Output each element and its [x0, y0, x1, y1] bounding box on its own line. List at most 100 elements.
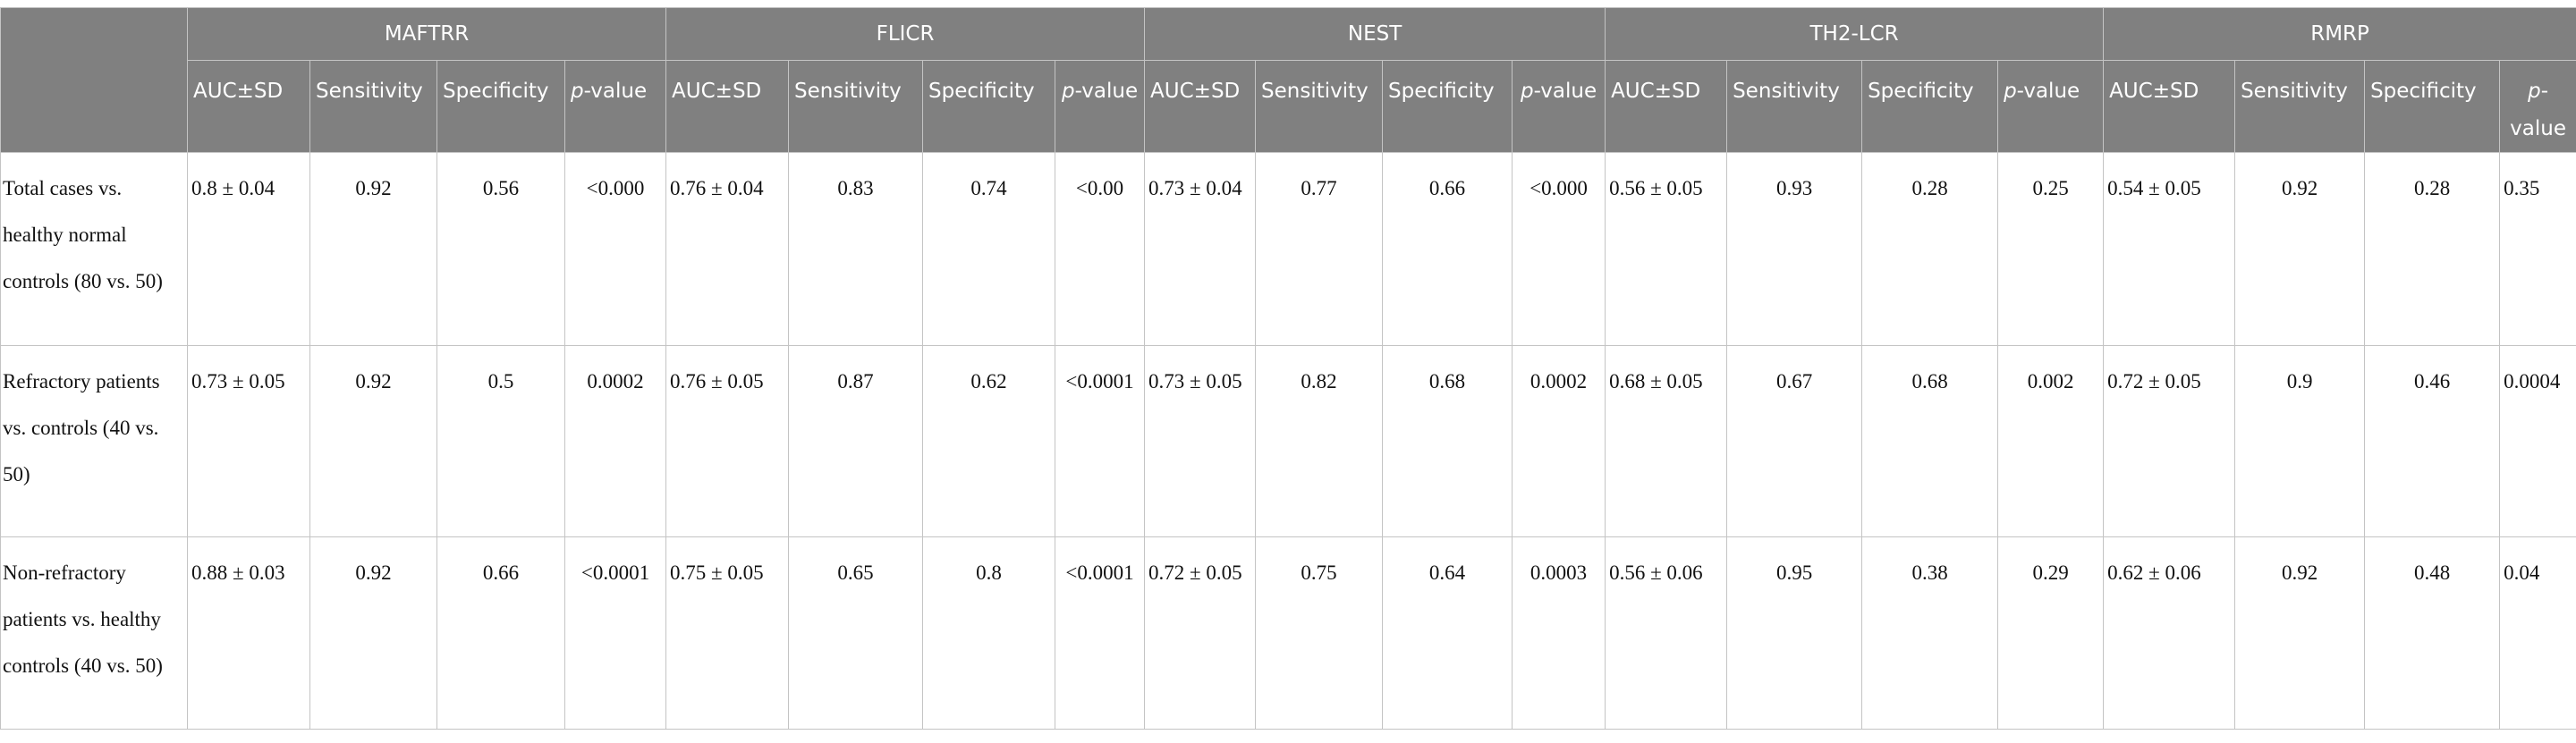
auc-cell: 0.72 ± 0.05 [1144, 536, 1257, 730]
sensitivity-cell: 0.93 [1726, 152, 1863, 346]
row-label: Total cases vs. healthy normal controls … [0, 152, 188, 346]
sensitivity-cell: 0.75 [1255, 536, 1384, 730]
sensitivity-cell: 0.65 [788, 536, 924, 730]
sensitivity-cell: 0.92 [309, 536, 437, 730]
specificity-cell: 0.28 [2364, 152, 2501, 346]
p-suffix: -value [1533, 80, 1597, 103]
group-header-nest: NEST [1144, 7, 1606, 61]
p-value-cell: <0.000 [1512, 152, 1606, 346]
specificity-header: Specificity [436, 60, 565, 153]
specificity-header: Specificity [922, 60, 1056, 153]
p-value-cell: 0.04 [2499, 536, 2576, 730]
p-value-cell: 0.0002 [564, 345, 667, 537]
corner-cell [0, 7, 188, 153]
auc-header: AUC±SD [1605, 60, 1728, 153]
specificity-header: Specificity [1861, 60, 1999, 153]
sensitivity-cell: 0.83 [788, 152, 924, 346]
group-header-maftrr: MAFTRR [186, 7, 667, 61]
specificity-cell: 0.62 [922, 345, 1056, 537]
table-header: MAFTRR FLICR NEST TH2-LCR RMRP AUC±SD Se… [0, 7, 2576, 153]
p-value-cell: <0.0001 [1055, 536, 1146, 730]
p-italic: p [571, 80, 584, 103]
specificity-cell: 0.5 [436, 345, 565, 537]
p-value-cell: <0.000 [564, 152, 667, 346]
p-value-cell: <0.0001 [564, 536, 667, 730]
group-header-rmrp: RMRP [2103, 7, 2576, 61]
sensitivity-cell: 0.77 [1255, 152, 1384, 346]
sensitivity-cell: 0.87 [788, 345, 924, 537]
auc-cell: 0.56 ± 0.06 [1605, 536, 1728, 730]
group-header-row: MAFTRR FLICR NEST TH2-LCR RMRP [0, 7, 2576, 153]
sensitivity-cell: 0.92 [309, 345, 437, 537]
row-label: Refractory patients vs. controls (40 vs.… [0, 345, 188, 537]
sensitivity-header: Sensitivity [1726, 60, 1863, 153]
specificity-cell: 0.68 [1382, 345, 1513, 537]
auc-cell: 0.73 ± 0.04 [1144, 152, 1257, 346]
sensitivity-cell: 0.67 [1726, 345, 1863, 537]
p-italic: p [1061, 80, 1075, 103]
sensitivity-cell: 0.95 [1726, 536, 1863, 730]
specificity-cell: 0.68 [1861, 345, 1999, 537]
p-value-cell: 0.002 [1997, 345, 2105, 537]
auc-header: AUC±SD [187, 60, 310, 153]
auc-header: AUC±SD [665, 60, 790, 153]
sensitivity-cell: 0.82 [1255, 345, 1384, 537]
p-value-header: p-value [2499, 60, 2576, 153]
p-italic: p [2528, 80, 2541, 103]
p-value-cell: 0.29 [1997, 536, 2105, 730]
roc-results-table: MAFTRR FLICR NEST TH2-LCR RMRP AUC±SD Se… [0, 7, 2576, 730]
sensitivity-cell: 0.92 [2234, 536, 2366, 730]
p-suffix: -value [2510, 80, 2566, 140]
p-value-cell: <0.0001 [1055, 345, 1146, 537]
specificity-cell: 0.8 [922, 536, 1056, 730]
specificity-cell: 0.48 [2364, 536, 2501, 730]
auc-cell: 0.72 ± 0.05 [2103, 345, 2236, 537]
sensitivity-cell: 0.9 [2234, 345, 2366, 537]
sensitivity-cell: 0.92 [309, 152, 437, 346]
auc-cell: 0.62 ± 0.06 [2103, 536, 2236, 730]
auc-cell: 0.8 ± 0.04 [187, 152, 310, 346]
sensitivity-cell: 0.92 [2234, 152, 2366, 346]
specificity-cell: 0.56 [436, 152, 565, 346]
p-value-header: p-value [564, 60, 667, 153]
auc-cell: 0.73 ± 0.05 [1144, 345, 1257, 537]
auc-header: AUC±SD [1144, 60, 1257, 153]
specificity-cell: 0.28 [1861, 152, 1999, 346]
p-suffix: -value [583, 80, 648, 103]
p-value-header: p-value [1512, 60, 1606, 153]
p-value-cell: 0.35 [2499, 152, 2576, 346]
specificity-cell: 0.66 [436, 536, 565, 730]
sensitivity-header: Sensitivity [1255, 60, 1384, 153]
p-value-cell: 0.0004 [2499, 345, 2576, 537]
specificity-cell: 0.64 [1382, 536, 1513, 730]
auc-header: AUC±SD [2103, 60, 2236, 153]
table-row: Non-refractory patients vs. healthy cont… [0, 536, 2576, 730]
specificity-cell: 0.66 [1382, 152, 1513, 346]
table-row: Total cases vs. healthy normal controls … [0, 152, 2576, 346]
auc-cell: 0.76 ± 0.05 [665, 345, 790, 537]
auc-cell: 0.88 ± 0.03 [187, 536, 310, 730]
p-italic: p [1520, 80, 1534, 103]
specificity-cell: 0.46 [2364, 345, 2501, 537]
specificity-header: Specificity [1382, 60, 1513, 153]
auc-cell: 0.73 ± 0.05 [187, 345, 310, 537]
subheader-row: AUC±SD Sensitivity Specificity p-value A… [1, 60, 2576, 153]
p-value-cell: <0.00 [1055, 152, 1146, 346]
auc-cell: 0.56 ± 0.05 [1605, 152, 1728, 346]
p-value-header: p-value [1055, 60, 1146, 153]
specificity-header: Specificity [2364, 60, 2501, 153]
p-suffix: -value [2016, 80, 2080, 103]
group-header-th2-lcr: TH2-LCR [1605, 7, 2105, 61]
sensitivity-header: Sensitivity [2234, 60, 2366, 153]
group-header-flicr: FLICR [665, 7, 1146, 61]
sensitivity-header: Sensitivity [788, 60, 924, 153]
auc-cell: 0.76 ± 0.04 [665, 152, 790, 346]
auc-cell: 0.54 ± 0.05 [2103, 152, 2236, 346]
specificity-cell: 0.38 [1861, 536, 1999, 730]
p-value-header: p-value [1997, 60, 2105, 153]
p-italic: p [2004, 80, 2017, 103]
auc-cell: 0.75 ± 0.05 [665, 536, 790, 730]
auc-cell: 0.68 ± 0.05 [1605, 345, 1728, 537]
specificity-cell: 0.74 [922, 152, 1056, 346]
table-row: Refractory patients vs. controls (40 vs.… [0, 345, 2576, 537]
